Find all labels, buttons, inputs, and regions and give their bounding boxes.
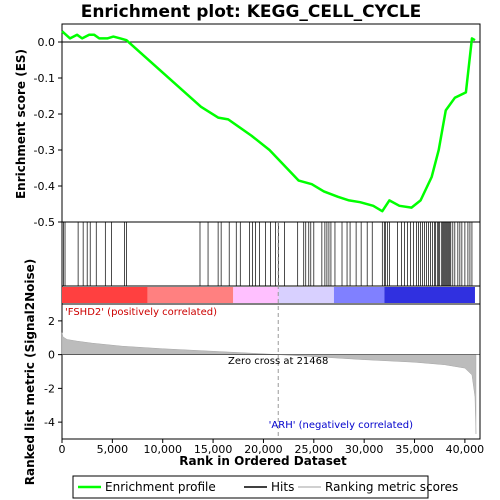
metric-y-ticks: 2 0 -2 -4 bbox=[44, 315, 62, 429]
x-tick-label: 10,000 bbox=[143, 443, 182, 456]
heatmap-segment bbox=[278, 287, 334, 303]
heatmap-segment bbox=[384, 287, 475, 303]
x-tick-label: 15,000 bbox=[194, 443, 233, 456]
es-y-axis-label: Enrichment score (ES) bbox=[14, 49, 28, 199]
metric-y-tick-label: 2 bbox=[48, 315, 55, 328]
es-profile-line bbox=[61, 30, 476, 213]
x-tick-label: 0 bbox=[59, 443, 66, 456]
heatmap-segment bbox=[147, 287, 234, 303]
x-tick-label: 25,000 bbox=[295, 443, 334, 456]
x-tick-label: 5,000 bbox=[97, 443, 129, 456]
es-y-tick-label: -0.3 bbox=[34, 144, 55, 157]
metric-y-tick-label: -2 bbox=[44, 382, 55, 395]
x-tick-label: 20,000 bbox=[244, 443, 283, 456]
es-y-tick-label: -0.2 bbox=[34, 108, 55, 121]
x-axis-label: Rank in Ordered Dataset bbox=[179, 454, 347, 468]
legend-label-hits: Hits bbox=[271, 480, 294, 494]
zero-cross-label: Zero cross at 21468 bbox=[228, 356, 328, 367]
metric-y-axis-label: Ranked list metric (Signal2Noise) bbox=[23, 259, 37, 486]
es-y-tick-label: -0.5 bbox=[34, 216, 55, 229]
es-y-tick-label: 0.0 bbox=[38, 36, 56, 49]
x-tick-label: 35,000 bbox=[395, 443, 434, 456]
legend: Enrichment profile Hits Ranking metric s… bbox=[72, 475, 458, 499]
legend-label-metric: Ranking metric scores bbox=[325, 480, 458, 494]
chart-title: Enrichment plot: KEGG_CELL_CYCLE bbox=[81, 2, 422, 22]
es-y-tick-label: -0.1 bbox=[34, 72, 55, 85]
x-tick-label: 40,000 bbox=[446, 443, 485, 456]
heatmap-segment bbox=[333, 287, 385, 303]
heatmap-panel bbox=[61, 285, 481, 305]
x-tick-label: 30,000 bbox=[345, 443, 384, 456]
es-plot-area bbox=[61, 23, 481, 223]
negative-label: 'ARH' (negatively correlated) bbox=[269, 420, 413, 431]
heatmap-band bbox=[62, 287, 475, 303]
metric-x-ticks: 0 5,000 10,000 15,000 20,000 25,000 30,000 35,0… bbox=[59, 439, 485, 456]
hits-panel bbox=[61, 221, 481, 287]
heatmap-segment bbox=[233, 287, 279, 303]
legend-label-enrichment: Enrichment profile bbox=[105, 480, 216, 494]
heatmap-segment bbox=[62, 287, 148, 303]
metric-y-tick-label: -4 bbox=[44, 416, 55, 429]
es-y-ticks: 0.0 -0.1 -0.2 -0.3 -0.4 -0.5 bbox=[34, 36, 62, 229]
ranking-metric-area bbox=[61, 332, 477, 434]
metric-y-tick-label: 0 bbox=[48, 349, 55, 362]
positive-label: 'FSHD2' (positively correlated) bbox=[65, 307, 217, 318]
es-y-tick-label: -0.4 bbox=[34, 180, 55, 193]
es-panel: 0.0 -0.1 -0.2 -0.3 -0.4 -0.5 Enrichment score… bbox=[14, 23, 481, 229]
metric-panel: Zero cross at 21468 'FSHD2' (positively … bbox=[23, 222, 484, 485]
metric-plot-area bbox=[61, 303, 481, 440]
